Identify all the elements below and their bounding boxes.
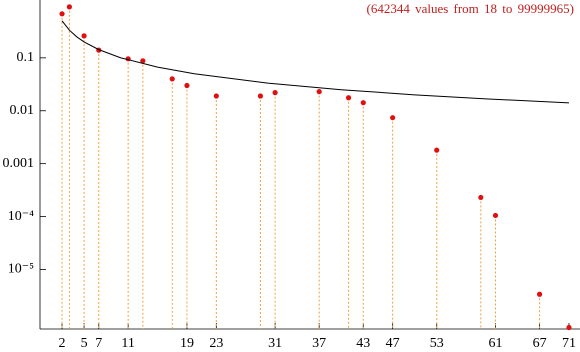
- x-tick-label: 47: [386, 336, 400, 351]
- point: [360, 100, 366, 106]
- point: [345, 95, 352, 101]
- point: [169, 76, 175, 82]
- annotation: (642344 values from 18 to 99999965): [366, 1, 574, 16]
- point: [492, 212, 499, 219]
- point: [184, 82, 190, 89]
- point: [390, 115, 396, 121]
- point: [213, 93, 219, 99]
- x-tick-label: 67: [533, 336, 547, 351]
- x-tick-label: 43: [356, 336, 370, 351]
- x-tick-label: 37: [312, 336, 326, 351]
- y-tick-label: 10⁻⁵: [8, 262, 34, 277]
- x-tick-label: 53: [430, 336, 444, 351]
- x-tick-label: 71: [562, 336, 576, 351]
- curve: [61, 20, 570, 104]
- x-tick-label: 5: [81, 336, 88, 351]
- x-tick-label: 11: [121, 336, 134, 351]
- point: [536, 291, 543, 297]
- x-tick-label: 23: [209, 336, 223, 351]
- point: [140, 58, 146, 64]
- x-tick-label: 19: [180, 336, 194, 351]
- x-tick-label: 61: [489, 336, 503, 351]
- y-tick-label: 0.001: [3, 156, 35, 171]
- x-tick-label: 31: [268, 336, 282, 351]
- point: [478, 194, 484, 201]
- point: [566, 324, 572, 331]
- y-tick-label: 0.1: [17, 50, 35, 65]
- y-tick-label: 10⁻⁴: [8, 209, 34, 224]
- point: [81, 33, 87, 39]
- point: [316, 89, 322, 95]
- point: [66, 4, 72, 10]
- x-tick-label: 2: [59, 336, 66, 351]
- y-tick-label: 0.01: [10, 103, 35, 118]
- point: [59, 11, 65, 17]
- point: [257, 93, 264, 99]
- x-tick-label: 7: [95, 336, 102, 351]
- point: [272, 90, 278, 96]
- point: [434, 147, 440, 153]
